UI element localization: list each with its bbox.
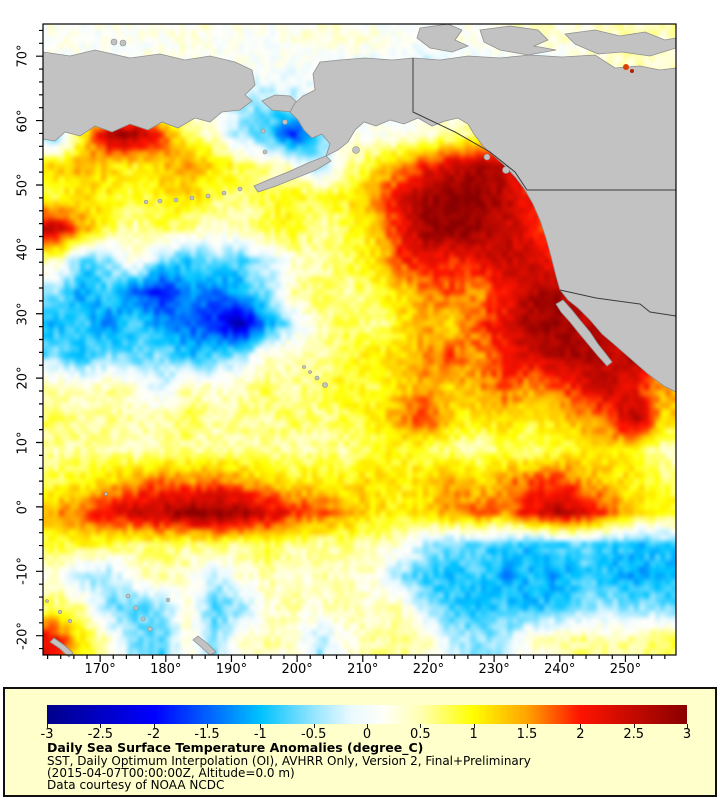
legend-panel: -3 -2.5 -2 -1.5 -1 -0.5 0 0.5 1 1.5 2 2.5 3 Daily Se… (3, 687, 717, 797)
colorbar-tick-label: -1.5 (194, 727, 220, 742)
x-tick-label: 210° (347, 662, 379, 677)
x-tick-label: 170° (84, 662, 116, 677)
x-tick-label: 200° (281, 662, 313, 677)
colorbar-tick (527, 724, 528, 728)
colorbar-tick (420, 724, 422, 728)
colorbar-tick-label: -2 (147, 727, 161, 742)
colorbar-tick-label: 3 (682, 727, 692, 742)
colorbar (47, 705, 687, 724)
legend-subtitle: SST, Daily Optimum Interpolation (OI), A… (47, 754, 531, 768)
legend-credit: Data courtesy of NOAA NCDC (47, 778, 225, 792)
y-tick-label: 0° (15, 499, 31, 515)
colorbar-tick-label: 2 (576, 727, 585, 742)
y-tick-label: 50° (15, 173, 31, 197)
colorbar-tick-label: 2.5 (623, 727, 644, 742)
x-tick-label: 190° (215, 662, 248, 677)
y-tick-label: 40° (15, 237, 31, 261)
y-tick-label: 20° (15, 366, 31, 390)
colorbar-tick (260, 724, 262, 728)
colorbar-tick-label: 1 (469, 727, 478, 742)
y-tick-label: 70° (15, 44, 31, 68)
x-tick-label: 250° (609, 662, 642, 677)
y-tick-label: 10° (15, 430, 31, 455)
colorbar-tick (47, 724, 48, 728)
x-tick-label: 230° (478, 662, 510, 677)
colorbar-tick (207, 724, 208, 728)
colorbar-tick-label: 0 (362, 727, 372, 742)
colorbar-tick (633, 724, 635, 728)
legend-title: Daily Sea Surface Temperature Anomalies … (47, 740, 424, 755)
sst-anomaly-heatmap (43, 24, 676, 655)
colorbar-tick (367, 724, 368, 728)
y-tick-label: -10° (15, 557, 31, 586)
x-tick-label: 220° (412, 662, 445, 677)
colorbar-tick (153, 724, 155, 728)
colorbar-tick (100, 724, 102, 728)
colorbar-tick-label: 0.5 (409, 727, 431, 742)
x-tick-label: 240° (544, 662, 576, 677)
colorbar-tick-label: -2.5 (87, 727, 114, 742)
colorbar-tick-label: -3 (40, 727, 54, 742)
colorbar-tick (687, 724, 688, 728)
colorbar-tick-label: 1.5 (516, 727, 538, 742)
colorbar-tick (580, 724, 582, 728)
y-tick-label: 60° (15, 109, 31, 133)
colorbar-tick (313, 724, 315, 728)
y-tick-label: 30° (15, 302, 31, 326)
colorbar-tick (473, 724, 475, 728)
y-tick-label: -20° (15, 621, 31, 650)
legend-timestamp: (2015-04-07T00:00:00Z, Altitude=0.0 m) (47, 766, 295, 780)
colorbar-tick-label: -0.5 (300, 727, 327, 742)
x-tick-label: 180° (150, 662, 182, 677)
colorbar-tick-label: -1 (253, 727, 267, 742)
